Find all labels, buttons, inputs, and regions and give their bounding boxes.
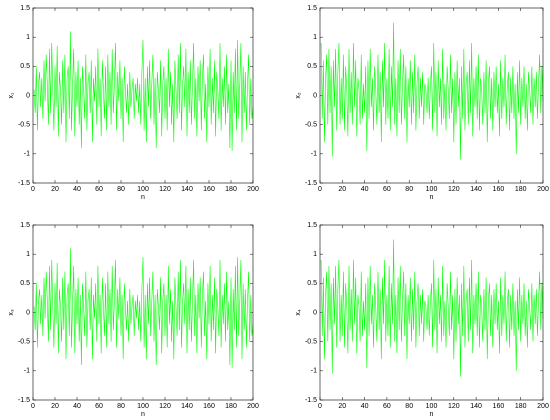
y-tick-label: 0.5 xyxy=(307,63,317,70)
x-tick-label: 200 xyxy=(247,403,259,410)
signal-line xyxy=(320,22,544,160)
x-tick-label: 180 xyxy=(515,403,527,410)
x-tick-label: 140 xyxy=(470,403,482,410)
x-tick-label: 100 xyxy=(426,186,438,193)
y-tick-label: -1.5 xyxy=(305,397,317,404)
x-tick-label: 140 xyxy=(181,186,193,193)
x-tick-label: 0 xyxy=(31,403,35,410)
x-tick-label: 140 xyxy=(470,186,482,193)
x-axis-label: n xyxy=(141,411,145,418)
x-tick-label: 200 xyxy=(247,186,259,193)
x-tick-label: 60 xyxy=(383,186,391,193)
y-tick-label: -1.5 xyxy=(305,180,317,187)
x-tick-label: 120 xyxy=(159,186,171,193)
y-tick-label: 0 xyxy=(26,92,30,99)
x-tick-label: 20 xyxy=(338,186,346,193)
x-tick-label: 60 xyxy=(95,186,103,193)
y-tick-label: 1 xyxy=(313,251,317,258)
x-tick-label: 80 xyxy=(405,186,413,193)
x-tick-label: 80 xyxy=(117,186,125,193)
x-tick-label: 120 xyxy=(448,403,460,410)
y-tick-label: -0.5 xyxy=(18,339,30,346)
x-tick-label: 40 xyxy=(361,186,369,193)
x-tick-label: 100 xyxy=(137,403,149,410)
axes-frame xyxy=(32,7,254,184)
axes-frame xyxy=(319,224,544,401)
signal-line xyxy=(33,31,254,151)
y-axis-label: x₄ xyxy=(295,309,302,316)
y-tick-label: 1.5 xyxy=(307,222,317,229)
x-tick-label: 20 xyxy=(338,403,346,410)
x-tick-label: 40 xyxy=(73,403,81,410)
y-tick-label: -1 xyxy=(24,368,30,375)
y-tick-label: -0.5 xyxy=(18,122,30,129)
y-tick-label: 1.5 xyxy=(20,5,30,12)
axes-frame xyxy=(319,7,544,184)
y-tick-label: 0.5 xyxy=(20,63,30,70)
y-tick-label: 1.5 xyxy=(307,5,317,12)
x-tick-label: 120 xyxy=(159,403,171,410)
y-tick-label: -1.5 xyxy=(18,180,30,187)
x-tick-label: 160 xyxy=(493,403,505,410)
x-tick-label: 100 xyxy=(137,186,149,193)
signal-line xyxy=(320,239,544,377)
y-axis-label: x₁ xyxy=(8,92,15,99)
x-tick-label: 160 xyxy=(203,186,215,193)
y-tick-label: -1 xyxy=(311,368,317,375)
y-tick-label: -0.5 xyxy=(305,122,317,129)
x-tick-label: 160 xyxy=(493,186,505,193)
y-tick-label: 0 xyxy=(313,92,317,99)
x-tick-label: 200 xyxy=(537,403,549,410)
x-tick-label: 40 xyxy=(361,403,369,410)
x-tick-label: 120 xyxy=(448,186,460,193)
x-tick-label: 60 xyxy=(95,403,103,410)
x-tick-label: 80 xyxy=(117,403,125,410)
x-tick-label: 40 xyxy=(73,186,81,193)
y-tick-label: 0 xyxy=(313,309,317,316)
signal-line xyxy=(33,248,254,368)
y-tick-label: -1 xyxy=(311,151,317,158)
x-tick-label: 180 xyxy=(225,186,237,193)
x-axis-label: n xyxy=(141,194,145,201)
y-tick-label: 1 xyxy=(313,34,317,41)
x-axis-label: n xyxy=(430,194,434,201)
y-tick-label: -1 xyxy=(24,151,30,158)
x-tick-label: 180 xyxy=(515,186,527,193)
x-tick-label: 0 xyxy=(318,403,322,410)
x-tick-label: 20 xyxy=(51,403,59,410)
axes-frame xyxy=(32,224,254,401)
x-tick-label: 0 xyxy=(318,186,322,193)
y-axis-label: x₃ xyxy=(8,309,15,316)
y-tick-label: 0.5 xyxy=(307,280,317,287)
x-axis-label: n xyxy=(430,411,434,418)
x-tick-label: 160 xyxy=(203,403,215,410)
x-tick-label: 140 xyxy=(181,403,193,410)
y-tick-label: 1 xyxy=(26,251,30,258)
y-tick-label: -0.5 xyxy=(305,339,317,346)
x-tick-label: 20 xyxy=(51,186,59,193)
x-tick-label: 100 xyxy=(426,403,438,410)
y-tick-label: 1 xyxy=(26,34,30,41)
y-axis-label: x₂ xyxy=(295,92,302,99)
x-tick-label: 0 xyxy=(31,186,35,193)
y-tick-label: -1.5 xyxy=(18,397,30,404)
x-tick-label: 80 xyxy=(405,403,413,410)
y-tick-label: 0 xyxy=(26,309,30,316)
x-tick-label: 180 xyxy=(225,403,237,410)
y-tick-label: 1.5 xyxy=(20,222,30,229)
x-tick-label: 200 xyxy=(537,186,549,193)
y-tick-label: 0.5 xyxy=(20,280,30,287)
x-tick-label: 60 xyxy=(383,403,391,410)
